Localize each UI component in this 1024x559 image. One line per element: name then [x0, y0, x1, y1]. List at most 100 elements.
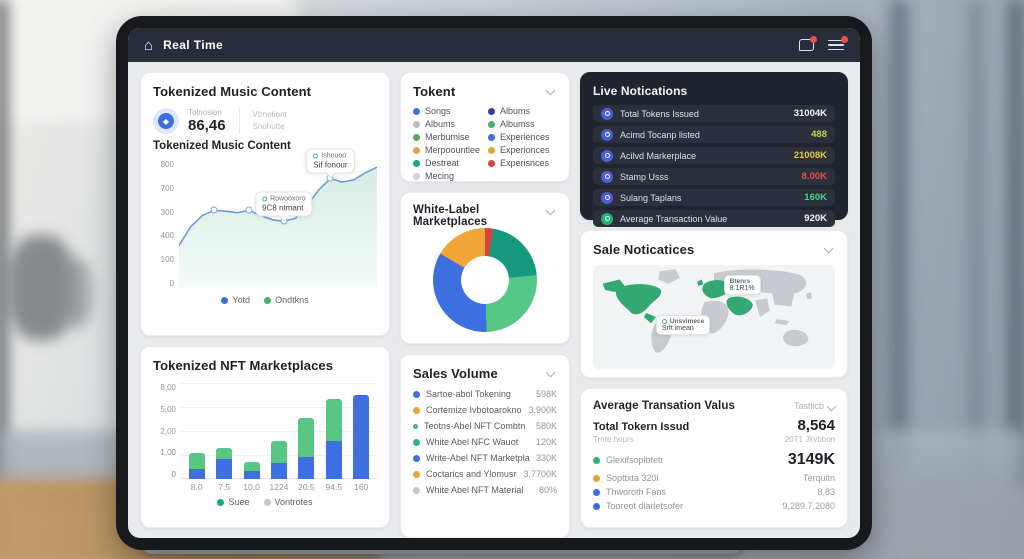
legend-dot-icon — [264, 296, 272, 304]
panel-title: Tokenized Music Content — [153, 84, 312, 99]
notification-row: Sulang Taplans 160K — [593, 189, 835, 206]
y-tick: 8,00 — [160, 383, 176, 392]
chevron-down-icon[interactable] — [545, 205, 556, 216]
row-label: Acilvd Markerplace — [620, 150, 697, 161]
legend-item[interactable]: Destreat — [413, 158, 482, 168]
row-value: 3,900K — [528, 405, 557, 415]
row-value: 330K — [535, 453, 557, 463]
row-label: Coctarics and Ylomusrg — [426, 469, 518, 479]
notification-badge — [810, 36, 817, 43]
wall-edge — [0, 0, 8, 559]
row-dot-icon — [413, 454, 420, 462]
menu-icon[interactable] — [828, 35, 848, 51]
legend-label: Destreat — [425, 158, 460, 168]
panel-title: Tokenized NFT Marketplaces — [153, 358, 334, 373]
world-map-svg — [602, 269, 813, 353]
dashboard-content: Tokenized Music Content ◆ Tolnosion 86,4… — [128, 62, 860, 538]
legend-item[interactable]: Merpoountlee — [413, 145, 482, 155]
legend-dot-icon — [413, 133, 420, 141]
x-tick: 1224 — [269, 482, 289, 492]
legend-item[interactable]: Yotd — [221, 295, 250, 305]
home-icon[interactable]: ⌂ — [144, 36, 154, 54]
legend-item[interactable]: Albums — [488, 106, 557, 116]
bar-segment-blue — [216, 458, 233, 479]
tooltip-dot-icon — [262, 196, 268, 202]
panel-white-label-marketplaces: White-Label Marketplaces — [400, 192, 570, 344]
chat-icon[interactable] — [799, 36, 817, 51]
legend-item[interactable]: Albumss — [488, 119, 557, 129]
sales-row: Coctarics and Ylomusrg 3,7700K — [413, 469, 557, 479]
bar-segment-green — [216, 448, 233, 459]
legend-item[interactable]: Experiences — [488, 132, 557, 142]
legend-item[interactable]: Albums — [413, 119, 482, 129]
person-silhouette — [58, 258, 92, 328]
total-value: 8,564 — [797, 417, 835, 434]
legend-dot-icon — [413, 159, 420, 167]
x-tick: 8.0 — [190, 482, 203, 492]
dropdown-value: Tastlicb — [793, 401, 824, 411]
row-label: Average Transaction Value — [620, 213, 728, 224]
sales-rows: Sartoe-abol Tokening 598K Cortemize Ivbot… — [413, 389, 557, 495]
legend-dot-icon — [488, 107, 495, 115]
panel-title: Average Transation Valus — [593, 400, 735, 412]
chevron-down-icon[interactable] — [823, 243, 834, 254]
top-bar-actions — [799, 35, 848, 51]
legend-item[interactable]: Experisnces — [488, 158, 557, 168]
legend-item[interactable]: Songs — [413, 106, 482, 116]
row-value: 21008K — [793, 150, 827, 161]
sales-row: Teotns-Abel NFT Combtn 580K — [413, 421, 557, 431]
total-label: Total Tokern Issud — [593, 421, 690, 433]
bar — [265, 383, 292, 479]
legend-dot-icon — [413, 146, 420, 154]
legend-label: Mecing — [425, 171, 455, 181]
panel-live-notifications: Live Notications Total Tokens Issued 3100… — [580, 72, 848, 227]
live-rows: Total Tokens Issued 31004K Acimd Tocanp l… — [593, 105, 835, 227]
nft-y-axis: 8,00 5,00 2,00 1,00 0 — [153, 383, 181, 479]
legend-dot-icon — [221, 296, 229, 304]
legend-label: Yotd — [232, 295, 251, 305]
stat-secondary: Vtrnetiont Snohutte — [253, 109, 287, 133]
legend-item[interactable]: Ondtkns — [264, 295, 309, 305]
period-dropdown[interactable]: Tastlicb — [793, 401, 837, 411]
legend-item[interactable]: Merbumise — [413, 132, 482, 142]
y-tick: 5,00 — [160, 404, 176, 414]
legend-item[interactable]: Experionces — [488, 145, 557, 155]
legend-item[interactable]: Mecing — [413, 171, 482, 181]
gridline — [181, 407, 377, 408]
row-dot-icon — [413, 486, 420, 494]
legend-label: Experionces — [500, 145, 550, 155]
column-middle: Tokent Songs Albums Merbumise Merpoountl… — [400, 72, 570, 538]
bar — [320, 383, 347, 479]
music-legend: Yotd Ondtkns — [153, 295, 377, 305]
tooltip-line: 9C8 ntmant — [262, 203, 304, 213]
avg-row: Tooreot diarletsofer 9,289.7,2080 — [593, 501, 835, 511]
map-tooltip: Btenrs 8.1R1% — [723, 275, 761, 296]
legend-label: Merpoountlee — [425, 145, 481, 155]
music-area — [179, 167, 377, 288]
legend-item[interactable]: Suee — [217, 497, 250, 507]
row-label: Tooreot diarletsofer — [606, 501, 684, 511]
sales-row: White Abel NFT Material 80% — [413, 485, 557, 495]
check-icon — [601, 212, 613, 225]
donut-chart — [433, 228, 537, 332]
legend-dot-icon — [413, 172, 420, 180]
window-mullion — [1008, 0, 1024, 559]
row-label: Sartoe-abol Tokening — [426, 389, 511, 399]
row-value: 120K — [535, 437, 557, 447]
row-label: White Abel NFT Material — [426, 485, 524, 495]
tokent-left-column: Songs Albums Merbumise Merpoountlee Dest… — [413, 106, 482, 181]
stat-alt-line: Vtrnetiont — [252, 110, 287, 119]
line-marker-icon — [210, 206, 218, 214]
legend-item[interactable]: Vontrotes — [263, 497, 313, 507]
chevron-down-icon[interactable] — [545, 85, 556, 96]
bar — [348, 383, 375, 479]
legend-dot-icon — [217, 498, 225, 506]
legend-label: Albumss — [500, 119, 535, 129]
row-dot-icon — [413, 470, 420, 478]
notification-row: Average Transaction Value 920K — [593, 210, 835, 227]
bar — [183, 383, 210, 479]
donut-wrap — [413, 228, 557, 332]
tablet: ⌂ Real Time Tokenized Music Content ◆ To… — [116, 16, 872, 550]
chevron-down-icon[interactable] — [545, 367, 556, 378]
row-label: White Abel NFC Wauot — [426, 437, 519, 447]
